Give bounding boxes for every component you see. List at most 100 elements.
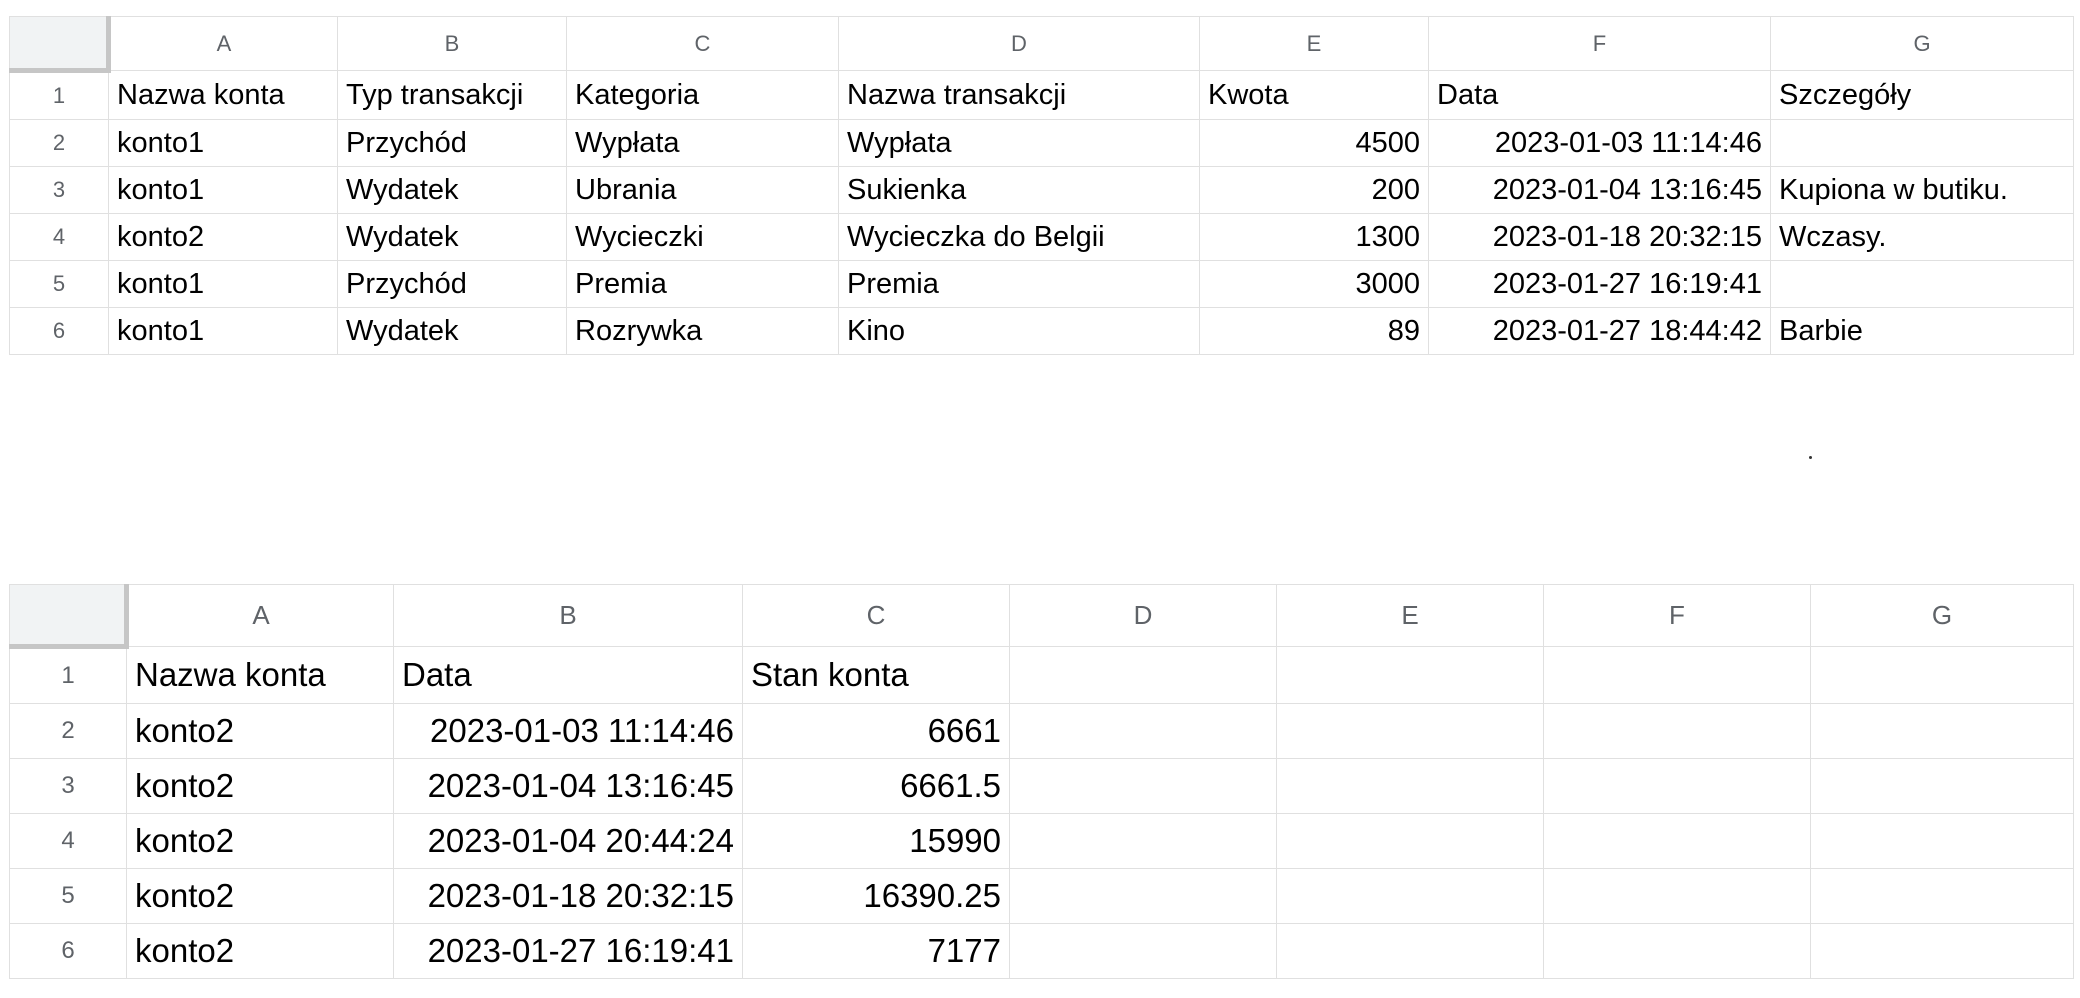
cell[interactable] [1543,813,1811,869]
cell[interactable]: Kwota [1199,70,1429,120]
cell[interactable] [1009,868,1277,924]
cell[interactable]: konto2 [126,923,394,979]
cell[interactable]: 3000 [1199,260,1429,308]
cell[interactable]: Sukienka [838,166,1200,214]
cell[interactable] [1810,703,2074,759]
column-header[interactable]: G [1770,16,2074,71]
cell[interactable]: konto2 [126,868,394,924]
row-header[interactable]: 6 [9,307,109,355]
cell[interactable] [1770,119,2074,167]
cell[interactable] [1009,813,1277,869]
cell[interactable]: Premia [566,260,839,308]
cell[interactable]: Barbie [1770,307,2074,355]
row-header[interactable]: 1 [9,646,127,704]
cell[interactable]: Wycieczki [566,213,839,261]
cell[interactable] [1543,703,1811,759]
cell[interactable]: konto2 [126,813,394,869]
cell[interactable]: Premia [838,260,1200,308]
cell[interactable] [1543,868,1811,924]
column-header[interactable]: C [742,584,1010,647]
cell[interactable]: Wydatek [337,213,567,261]
cell[interactable]: 6661.5 [742,758,1010,814]
column-header[interactable]: C [566,16,839,71]
cell[interactable]: 6661 [742,703,1010,759]
cell[interactable]: Stan konta [742,646,1010,704]
cell[interactable]: 16390.25 [742,868,1010,924]
cell[interactable]: 2023-01-04 13:16:45 [393,758,743,814]
cell[interactable] [1009,923,1277,979]
cell[interactable]: Przychód [337,119,567,167]
cell[interactable]: 2023-01-04 13:16:45 [1428,166,1771,214]
cell[interactable]: Typ transakcji [337,70,567,120]
cell[interactable] [1276,646,1544,704]
cell[interactable] [1770,260,2074,308]
row-header[interactable]: 5 [9,260,109,308]
cell[interactable]: Data [393,646,743,704]
cell[interactable]: Przychód [337,260,567,308]
cell[interactable] [1810,868,2074,924]
cell[interactable]: 89 [1199,307,1429,355]
cell[interactable]: Wypłata [838,119,1200,167]
column-header[interactable]: B [393,584,743,647]
row-header[interactable]: 2 [9,119,109,167]
cell[interactable]: 2023-01-03 11:14:46 [1428,119,1771,167]
cell[interactable] [1810,758,2074,814]
cell[interactable]: Wycieczka do Belgii [838,213,1200,261]
column-header[interactable]: A [126,584,394,647]
row-header[interactable]: 4 [9,813,127,869]
cell[interactable]: 2023-01-03 11:14:46 [393,703,743,759]
cell[interactable]: konto2 [108,213,338,261]
row-header[interactable]: 6 [9,923,127,979]
cell[interactable]: Nazwa konta [108,70,338,120]
cell[interactable]: Wczasy. [1770,213,2074,261]
cell[interactable]: konto1 [108,166,338,214]
cell[interactable]: 7177 [742,923,1010,979]
cell[interactable]: konto1 [108,119,338,167]
cell[interactable] [1543,923,1811,979]
cell[interactable] [1276,813,1544,869]
row-header[interactable]: 3 [9,758,127,814]
cell[interactable]: 2023-01-04 20:44:24 [393,813,743,869]
select-all-corner[interactable] [9,584,129,649]
row-header[interactable]: 5 [9,868,127,924]
column-header[interactable]: B [337,16,567,71]
row-header[interactable]: 2 [9,703,127,759]
row-header[interactable]: 1 [9,70,109,120]
column-header[interactable]: E [1276,584,1544,647]
cell[interactable] [1009,703,1277,759]
select-all-corner[interactable] [9,16,111,73]
cell[interactable]: 200 [1199,166,1429,214]
column-header[interactable]: D [838,16,1200,71]
column-header[interactable]: E [1199,16,1429,71]
column-header[interactable]: A [108,16,338,71]
cell[interactable] [1543,646,1811,704]
cell[interactable]: 2023-01-27 18:44:42 [1428,307,1771,355]
cell[interactable]: Kupiona w butiku. [1770,166,2074,214]
cell[interactable]: Ubrania [566,166,839,214]
column-header[interactable]: F [1428,16,1771,71]
cell[interactable]: Kino [838,307,1200,355]
cell[interactable] [1276,868,1544,924]
row-header[interactable]: 4 [9,213,109,261]
cell[interactable]: Kategoria [566,70,839,120]
cell[interactable] [1276,703,1544,759]
cell[interactable]: Wypłata [566,119,839,167]
cell[interactable]: 2023-01-27 16:19:41 [1428,260,1771,308]
cell[interactable]: 2023-01-18 20:32:15 [1428,213,1771,261]
cell[interactable] [1810,813,2074,869]
cell[interactable]: Rozrywka [566,307,839,355]
cell[interactable]: konto2 [126,758,394,814]
column-header[interactable]: G [1810,584,2074,647]
cell[interactable]: Nazwa transakcji [838,70,1200,120]
cell[interactable] [1810,923,2074,979]
cell[interactable] [1009,758,1277,814]
cell[interactable]: 4500 [1199,119,1429,167]
cell[interactable]: 15990 [742,813,1010,869]
cell[interactable] [1009,646,1277,704]
cell[interactable]: konto1 [108,307,338,355]
cell[interactable] [1276,923,1544,979]
cell[interactable]: Data [1428,70,1771,120]
cell[interactable] [1543,758,1811,814]
column-header[interactable]: D [1009,584,1277,647]
cell[interactable] [1276,758,1544,814]
